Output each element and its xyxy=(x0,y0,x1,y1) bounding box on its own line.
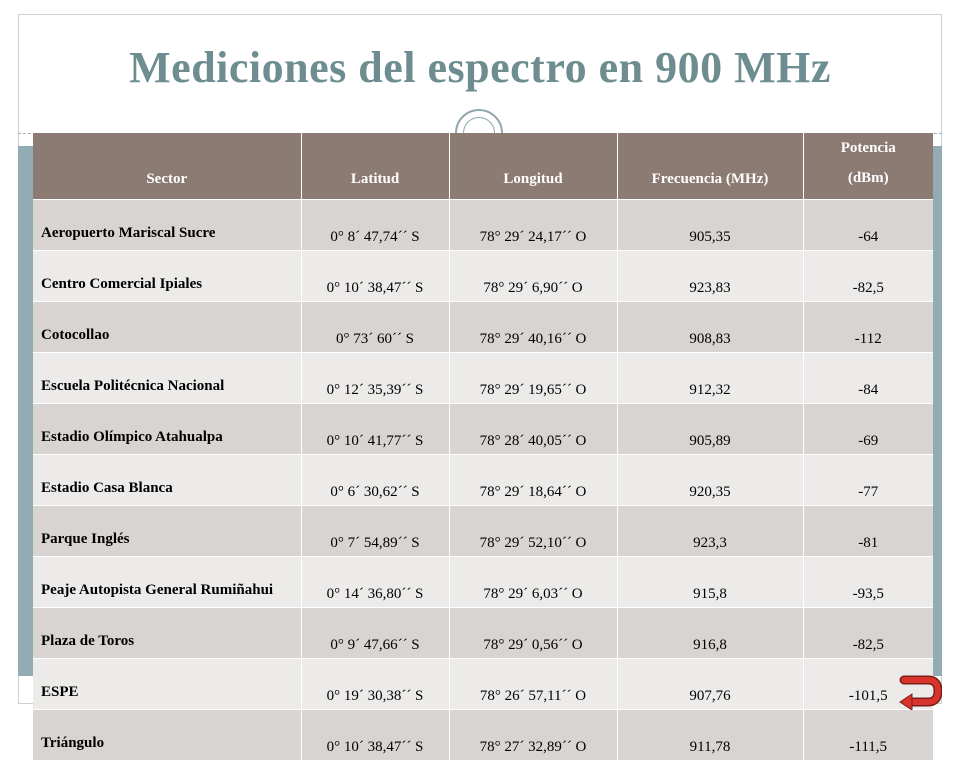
cell-potencia: -77 xyxy=(803,455,933,506)
cell-latitud: 0° 12´ 35,39´´ S xyxy=(301,353,449,404)
cell-frecuencia: 908,83 xyxy=(617,302,803,353)
cell-longitud: 78° 29´ 19,65´´ O xyxy=(449,353,617,404)
cell-frecuencia: 905,35 xyxy=(617,200,803,251)
cell-potencia: -69 xyxy=(803,404,933,455)
cell-latitud: 0° 7´ 54,89´´ S xyxy=(301,506,449,557)
cell-frecuencia: 920,35 xyxy=(617,455,803,506)
cell-sector: Plaza de Toros xyxy=(33,608,301,659)
cell-sector: Aeropuerto Mariscal Sucre xyxy=(33,200,301,251)
cell-frecuencia: 916,8 xyxy=(617,608,803,659)
cell-potencia: -81 xyxy=(803,506,933,557)
cell-longitud: 78° 29´ 24,17´´ O xyxy=(449,200,617,251)
cell-latitud: 0° 8´ 47,74´´ S xyxy=(301,200,449,251)
header-frecuencia: Frecuencia (MHz) xyxy=(617,133,803,200)
cell-sector: ESPE xyxy=(33,659,301,710)
cell-frecuencia: 912,32 xyxy=(617,353,803,404)
cell-longitud: 78° 29´ 18,64´´ O xyxy=(449,455,617,506)
header-longitud: Longitud xyxy=(449,133,617,200)
cell-sector: Peaje Autopista General Rumiñahui xyxy=(33,557,301,608)
cell-frecuencia: 923,3 xyxy=(617,506,803,557)
slide-title: Mediciones del espectro en 900 MHz xyxy=(0,42,960,93)
cell-frecuencia: 907,76 xyxy=(617,659,803,710)
cell-sector: Cotocollao xyxy=(33,302,301,353)
cell-sector: Centro Comercial Ipiales xyxy=(33,251,301,302)
cell-frecuencia: 911,78 xyxy=(617,710,803,760)
header-potencia: Potencia (dBm) xyxy=(803,133,933,200)
cell-sector: Estadio Casa Blanca xyxy=(33,455,301,506)
cell-latitud: 0° 14´ 36,80´´ S xyxy=(301,557,449,608)
cell-longitud: 78° 27´ 32,89´´ O xyxy=(449,710,617,760)
cell-latitud: 0° 10´ 38,47´´ S xyxy=(301,251,449,302)
cell-latitud: 0° 10´ 41,77´´ S xyxy=(301,404,449,455)
cell-sector: Estadio Olímpico Atahualpa xyxy=(33,404,301,455)
cell-longitud: 78° 29´ 0,56´´ O xyxy=(449,608,617,659)
cell-latitud: 0° 19´ 30,38´´ S xyxy=(301,659,449,710)
table-header-row: Sector Latitud Longitud Frecuencia (MHz)… xyxy=(33,133,933,200)
return-arrow-icon[interactable] xyxy=(898,670,942,710)
cell-longitud: 78° 28´ 40,05´´ O xyxy=(449,404,617,455)
cell-sector: Parque Inglés xyxy=(33,506,301,557)
cell-longitud: 78° 26´ 57,11´´ O xyxy=(449,659,617,710)
cell-sector: Escuela Politécnica Nacional xyxy=(33,353,301,404)
header-sector: Sector xyxy=(33,133,301,200)
cell-potencia: -82,5 xyxy=(803,251,933,302)
cell-sector: Triángulo xyxy=(33,710,301,760)
cell-latitud: 0° 10´ 38,47´´ S xyxy=(301,710,449,760)
header-latitud: Latitud xyxy=(301,133,449,200)
cell-potencia: -84 xyxy=(803,353,933,404)
cell-latitud: 0° 73´ 60´´ S xyxy=(301,302,449,353)
cell-longitud: 78° 29´ 6,90´´ O xyxy=(449,251,617,302)
cell-potencia: -82,5 xyxy=(803,608,933,659)
cell-potencia: -64 xyxy=(803,200,933,251)
cell-longitud: 78° 29´ 52,10´´ O xyxy=(449,506,617,557)
measurements-table: Sector Latitud Longitud Frecuencia (MHz)… xyxy=(33,133,933,760)
cell-latitud: 0° 6´ 30,62´´ S xyxy=(301,455,449,506)
cell-potencia: -112 xyxy=(803,302,933,353)
cell-potencia: -93,5 xyxy=(803,557,933,608)
cell-frecuencia: 905,89 xyxy=(617,404,803,455)
cell-frecuencia: 915,8 xyxy=(617,557,803,608)
cell-frecuencia: 923,83 xyxy=(617,251,803,302)
cell-latitud: 0° 9´ 47,66´´ S xyxy=(301,608,449,659)
cell-potencia: -111,5 xyxy=(803,710,933,760)
cell-longitud: 78° 29´ 40,16´´ O xyxy=(449,302,617,353)
cell-longitud: 78° 29´ 6,03´´ O xyxy=(449,557,617,608)
